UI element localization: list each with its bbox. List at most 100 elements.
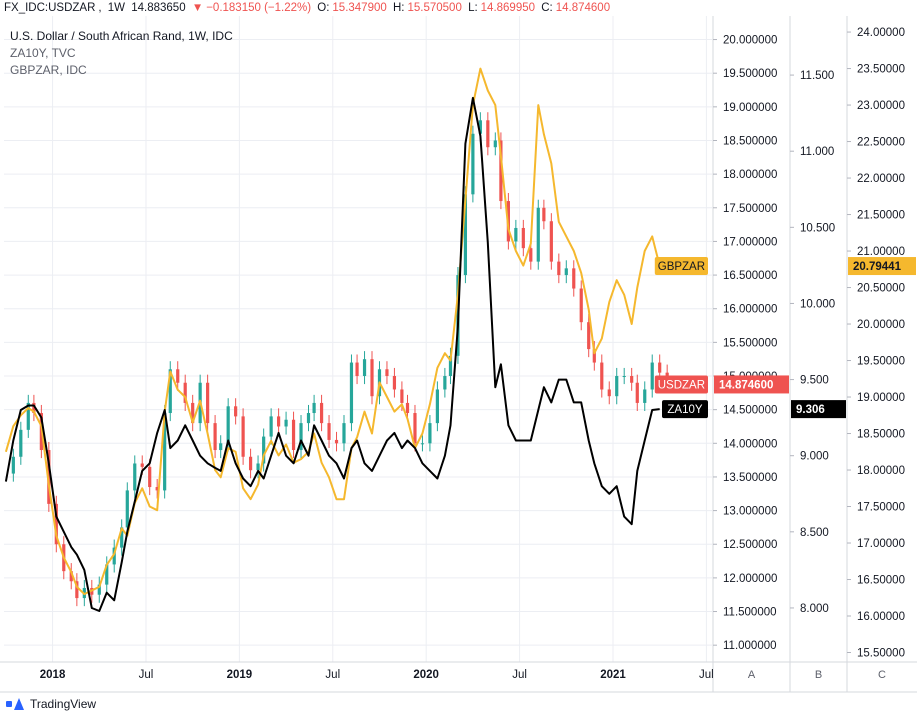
axis-A-tick-label: 19.500000	[723, 68, 777, 80]
candle-body	[405, 402, 410, 414]
candle-body	[448, 355, 453, 377]
open-label: O:	[317, 2, 330, 14]
axis-B-tick-label: 11.500	[800, 70, 834, 82]
candle-body	[536, 207, 540, 262]
time-axis-label: Jul	[512, 669, 527, 681]
axis-B-tick-label: 10.000	[800, 298, 835, 310]
candle-body	[256, 463, 260, 471]
axis-A-tick-label: 11.500000	[723, 607, 777, 619]
candle-body	[125, 490, 129, 528]
axis-A-tick-label: 14.000000	[723, 438, 777, 450]
legend-za10y[interactable]: ZA10Y, TVC	[10, 46, 76, 60]
candle-body	[105, 564, 109, 585]
badge-gbpzar-name: GBPZAR	[658, 261, 705, 273]
price-change: −0.183150 (−1.22%)	[206, 2, 312, 14]
axis-B-tick-label: 8.500	[800, 527, 829, 539]
axis-A-tick-label: 13.000000	[723, 506, 777, 518]
symbol-name[interactable]: FX_IDC:USDZAR	[4, 2, 96, 14]
candle-body	[26, 402, 30, 430]
axis-A-tick-label: 17.000000	[723, 236, 777, 248]
candle-body	[579, 288, 583, 323]
candle-body	[75, 581, 79, 599]
candle-body	[183, 382, 187, 403]
axis-B-tick-label: 9.500	[800, 375, 829, 387]
candle-body	[334, 439, 339, 444]
candle-body	[420, 443, 425, 445]
axis-A-tick-label: 12.500000	[723, 539, 777, 551]
candle-body	[643, 389, 647, 403]
candle-body	[493, 140, 497, 148]
axis-A-tick-label: 20.000000	[723, 35, 777, 47]
candle-body	[557, 261, 561, 276]
tradingview-logo[interactable]: TradingView	[6, 697, 96, 711]
price-chart[interactable]: 11.000000 11.500000 12.000000 12.500000 13.0…	[0, 0, 917, 693]
axis-A-tick-label: 16.000000	[723, 304, 777, 316]
candle-body	[312, 402, 316, 414]
axis-C-tick-label: 22.00000	[857, 173, 905, 185]
candle-body	[219, 443, 223, 451]
candle-body	[234, 406, 238, 417]
axis-B-button[interactable]: B	[815, 669, 822, 681]
candle-body	[155, 487, 159, 491]
candle-body	[650, 362, 654, 390]
candle-body	[622, 376, 626, 378]
badge-za10y-value-bg	[791, 400, 846, 419]
candle-body	[658, 362, 662, 373]
candle-body	[587, 322, 591, 350]
candle-body	[226, 406, 230, 444]
grid	[4, 16, 712, 662]
candle-body	[32, 402, 36, 414]
candle-body	[521, 227, 525, 249]
candle-body	[385, 369, 389, 377]
symbol-header: FX_IDC:USDZAR, 1W 14.883650 ▼ −0.183150 (…	[0, 0, 917, 16]
usdzar-candles	[11, 112, 669, 607]
candle-body	[355, 362, 359, 377]
axis-C-button[interactable]: C	[878, 669, 886, 681]
close-value: 14.874600	[555, 2, 611, 14]
badge-za10y-name: ZA10Y	[667, 404, 702, 416]
badge-gbpzar-value: 20.79441	[853, 261, 902, 273]
axis-A-tick-label: 15.500000	[723, 337, 777, 349]
axis-C-tick-label: 17.00000	[857, 538, 905, 550]
time-axis-label: 2021	[600, 669, 626, 681]
legend-main-series[interactable]: U.S. Dollar / South African Rand, 1W, ID…	[10, 29, 233, 43]
candle-body	[630, 376, 634, 383]
down-arrow-icon: ▼	[191, 2, 204, 14]
time-axis-label: 2020	[413, 669, 439, 681]
axis-A-tick-label: 14.500000	[723, 405, 777, 417]
interval[interactable]: 1W	[107, 2, 126, 14]
gbpzar-line	[4, 67, 661, 596]
candle-body	[120, 527, 124, 548]
za10y-line	[4, 96, 660, 612]
axis-C-tick-label: 24.00000	[857, 27, 905, 39]
candle-body	[600, 362, 604, 390]
candle-body	[206, 382, 210, 424]
candle-body	[392, 376, 397, 390]
candle-body	[69, 571, 73, 582]
axis-C-tick-label: 18.50000	[857, 429, 905, 441]
candle-body	[342, 423, 346, 444]
candle-body	[542, 207, 546, 222]
axis-A-tick-label: 13.500000	[723, 472, 777, 484]
badge-za10y-name-bg	[662, 400, 708, 419]
candle-body	[133, 463, 137, 491]
tradingview-logo-icon	[6, 698, 24, 710]
candle-body	[572, 268, 576, 289]
candle-body	[428, 423, 432, 444]
candle-body	[549, 221, 553, 262]
candle-body	[163, 413, 167, 491]
axis-C-tick-label: 20.00000	[857, 319, 905, 331]
candle-body	[564, 268, 568, 276]
axis-A-button[interactable]: A	[748, 669, 756, 681]
axis-A-tick-label: 17.500000	[723, 203, 777, 215]
axis-C-tick-label: 17.50000	[857, 502, 905, 514]
chart-legend: U.S. Dollar / South African Rand, 1W, ID…	[10, 28, 233, 79]
candle-body	[140, 463, 144, 467]
candle-body	[306, 413, 311, 424]
candle-body	[176, 369, 180, 383]
axis-panel	[713, 16, 917, 692]
badge-gbpzar-value-bg	[848, 257, 916, 276]
legend-gbpzar[interactable]: GBPZAR, IDC	[10, 63, 87, 77]
axis-B-tick-label: 8.000	[800, 603, 829, 615]
time-axis-label: Jul	[699, 669, 714, 681]
